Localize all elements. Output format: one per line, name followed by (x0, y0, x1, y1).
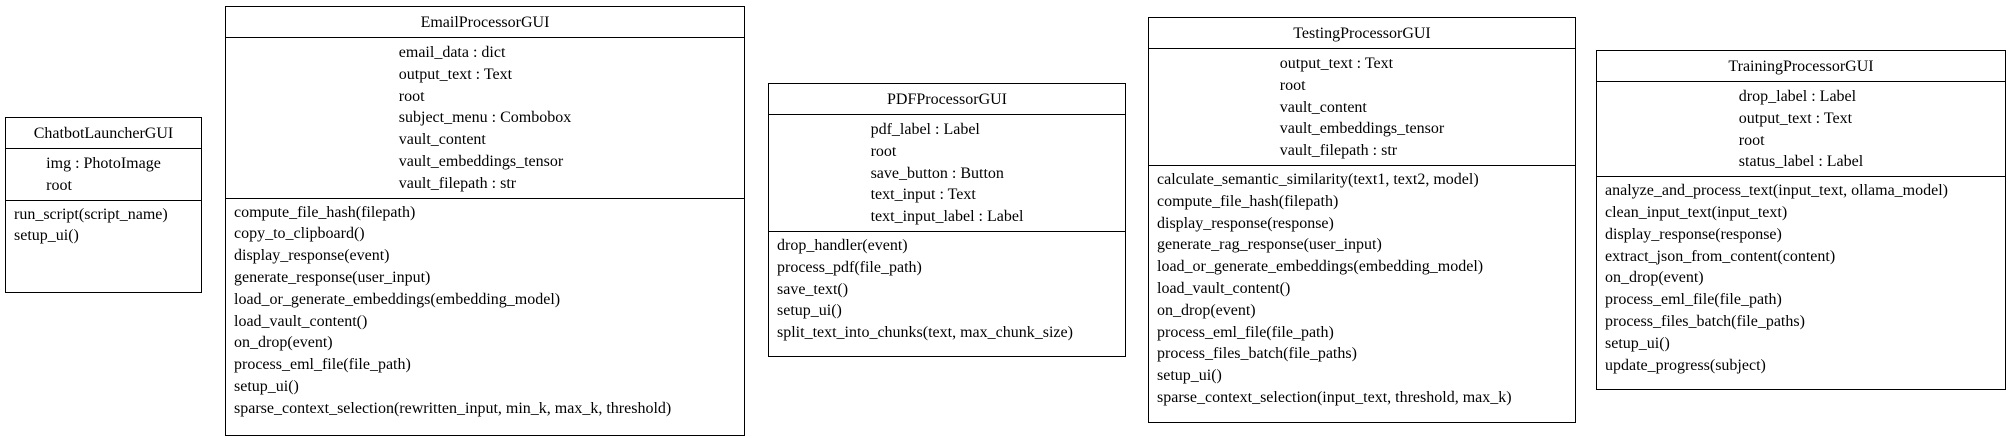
methods-section: run_script(script_name) setup_ui() (6, 199, 201, 251)
method: load_or_generate_embeddings(embedding_mo… (1157, 258, 1484, 276)
method: update_progress(subject) (1605, 356, 1766, 374)
class-training-processor-gui: TrainingProcessorGUI drop_label : Label … (1596, 50, 2006, 390)
method: setup_ui() (234, 377, 299, 395)
attribute: root (1738, 131, 1765, 149)
method: on_drop(event) (1157, 301, 1256, 319)
attribute: vault_content (398, 131, 486, 149)
method: on_drop(event) (1605, 269, 1704, 287)
attribute: save_button : Button (870, 164, 1004, 182)
method: copy_to_clipboard() (234, 225, 365, 243)
method: load_vault_content() (234, 312, 368, 330)
attribute: output_text : Text (1279, 55, 1394, 72)
attribute: drop_label : Label (1738, 88, 1857, 105)
attributes-section: output_text : Text root vault_content va… (1149, 48, 1575, 165)
method: process_files_batch(file_paths) (1605, 312, 1805, 330)
attribute: vault_content (1279, 98, 1367, 116)
class-testing-processor-gui: TestingProcessorGUI output_text : Text r… (1148, 17, 1576, 423)
methods-section: calculate_semantic_similarity(text1, tex… (1149, 164, 1575, 412)
method: process_eml_file(file_path) (1605, 291, 1782, 309)
attribute: status_label : Label (1738, 153, 1864, 171)
class-email-processor-gui: EmailProcessorGUI email_data : dict outp… (225, 6, 745, 436)
attribute: root (870, 142, 897, 160)
attribute: email_data : dict (398, 44, 506, 61)
method: analyze_and_process_text(input_text, oll… (1605, 182, 1948, 200)
class-name: TestingProcessorGUI (1293, 25, 1431, 42)
methods-section: analyze_and_process_text(input_text, oll… (1597, 176, 2005, 379)
method: load_or_generate_embeddings(embedding_mo… (234, 290, 561, 308)
class-name: ChatbotLauncherGUI (33, 125, 174, 142)
attribute: text_input : Text (870, 186, 976, 204)
class-pdf-processor-gui: PDFProcessorGUI pdf_label : Label root s… (768, 83, 1126, 357)
class-chatbot-launcher-gui: ChatbotLauncherGUI img : PhotoImage root… (5, 117, 202, 293)
method: display_response(response) (1157, 214, 1334, 232)
method: run_script(script_name) (14, 205, 168, 223)
method: display_response(event) (234, 247, 390, 265)
attribute: img : PhotoImage (46, 155, 161, 172)
method: display_response(response) (1605, 225, 1782, 243)
attribute: output_text : Text (398, 65, 513, 83)
method: process_eml_file(file_path) (1157, 323, 1334, 341)
method: extract_json_from_content(content) (1605, 247, 1836, 265)
method: load_vault_content() (1157, 279, 1291, 297)
attribute: root (46, 176, 72, 194)
class-name: TrainingProcessorGUI (1728, 58, 1874, 75)
method: process_files_batch(file_paths) (1157, 345, 1357, 363)
attribute: pdf_label : Label (870, 121, 980, 138)
method: drop_handler(event) (777, 236, 908, 254)
method: process_pdf(file_path) (777, 258, 922, 276)
attributes-section: pdf_label : Label root save_button : But… (769, 114, 1125, 231)
attribute: text_input_label : Label (870, 208, 1024, 226)
method: split_text_into_chunks(text, max_chunk_s… (777, 324, 1073, 342)
method: compute_file_hash(filepath) (234, 203, 416, 221)
attribute: vault_filepath : str (398, 174, 517, 192)
method: sparse_context_selection(rewritten_input… (234, 399, 672, 417)
attribute: root (398, 87, 425, 105)
method: setup_ui() (1605, 334, 1670, 352)
class-name: EmailProcessorGUI (420, 14, 550, 31)
method: save_text() (777, 280, 849, 298)
attributes-section: drop_label : Label output_text : Text ro… (1597, 81, 2005, 176)
method: process_eml_file(file_path) (234, 356, 411, 374)
attributes-section: img : PhotoImage root (6, 148, 201, 200)
method: setup_ui() (14, 227, 79, 245)
method: compute_file_hash(filepath) (1157, 192, 1339, 210)
methods-section: drop_handler(event) process_pdf(file_pat… (769, 230, 1125, 347)
attributes-section: email_data : dict output_text : Text roo… (226, 37, 744, 198)
methods-section: compute_file_hash(filepath) copy_to_clip… (226, 197, 744, 423)
method: clean_input_text(input_text) (1605, 203, 1788, 221)
attribute: vault_filepath : str (1279, 142, 1398, 160)
attribute: subject_menu : Combobox (398, 109, 572, 127)
method: generate_response(user_input) (234, 268, 431, 286)
method: generate_rag_response(user_input) (1157, 236, 1382, 254)
method: setup_ui() (1157, 367, 1222, 385)
method: setup_ui() (777, 302, 842, 320)
method: on_drop(event) (234, 334, 333, 352)
class-name: PDFProcessorGUI (887, 91, 1007, 108)
method: sparse_context_selection(input_text, thr… (1157, 388, 1512, 406)
attribute: vault_embeddings_tensor (398, 152, 564, 170)
method: calculate_semantic_similarity(text1, tex… (1157, 170, 1479, 188)
attribute: vault_embeddings_tensor (1279, 120, 1445, 138)
attribute: root (1279, 76, 1306, 94)
attribute: output_text : Text (1738, 109, 1853, 127)
